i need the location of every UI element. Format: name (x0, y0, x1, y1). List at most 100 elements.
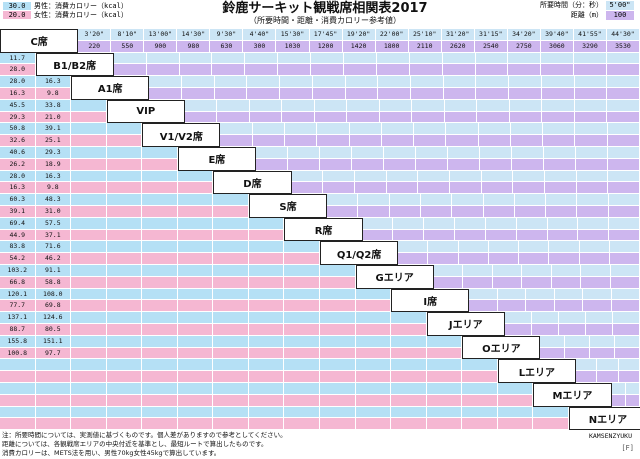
calorie-male-cell: 50.8 (0, 123, 36, 136)
distance-cell (618, 371, 640, 383)
calorie-female-cell (426, 418, 463, 431)
time-cell (320, 147, 352, 159)
calorie-male-cell: 69.4 (0, 217, 36, 230)
calorie-female-cell (320, 324, 356, 336)
calorie-female-cell (177, 229, 214, 242)
calorie-female-cell (248, 347, 285, 360)
time-cell (565, 335, 591, 348)
time-cell (512, 147, 544, 159)
calorie-male-cell (213, 288, 249, 301)
distance-cell (578, 229, 610, 242)
calorie-female-cell (106, 135, 143, 147)
time-cell (455, 217, 486, 230)
time-cell (354, 170, 387, 183)
calorie-female-cell (71, 394, 107, 407)
distance-cell (509, 111, 543, 124)
calorie-female-cell (320, 418, 356, 431)
calorie-male-cell (106, 406, 143, 419)
calorie-female-cell (213, 324, 249, 336)
section-label: VIP (106, 99, 185, 124)
time-cell (249, 99, 283, 112)
calorie-female-cell (71, 111, 107, 124)
distance-cell (443, 88, 477, 100)
time-cell: 4'40" (243, 29, 277, 41)
distance-cell (345, 88, 379, 100)
distance-cell (475, 64, 509, 77)
calorie-female-cell (391, 324, 427, 336)
calorie-male-cell: 137.1 (0, 312, 36, 324)
time-cell (526, 288, 555, 301)
distance-cell (449, 182, 482, 195)
time-cell (483, 194, 515, 206)
calorie-male-cell (71, 147, 107, 159)
distance-cell (607, 64, 640, 77)
time-cell (590, 335, 616, 348)
calorie-male-cell (142, 335, 178, 348)
time-cell (349, 123, 382, 136)
distance-cell: 1420 (342, 40, 376, 53)
footnote-3: 消費カロリーは、METS法を用い、男性70kg女性45kgで算出しています。 (2, 449, 221, 457)
section-label: Mエリア (533, 383, 612, 407)
distance-cell (212, 64, 246, 77)
calorie-male-cell (71, 265, 107, 277)
calorie-female-cell: 58.8 (35, 276, 72, 289)
calorie-male-cell (177, 335, 214, 348)
calorie-female-cell: 9.8 (35, 182, 72, 195)
distance-cell (179, 64, 213, 77)
calorie-male-cell (0, 359, 36, 372)
distance-cell: 630 (210, 40, 244, 53)
calorie-male-cell (213, 335, 249, 348)
distance-cell (492, 276, 523, 289)
distance-cell (583, 300, 612, 313)
calorie-male-cell (284, 383, 320, 395)
section-label: E席 (177, 147, 256, 171)
calorie-male-cell (320, 288, 356, 301)
calorie-female-cell: 28.0 (0, 64, 36, 77)
calorie-male-cell (355, 406, 392, 419)
calorie-male-cell (35, 406, 72, 419)
legend-female-label: 女性：消費カロリー（kcal） (34, 11, 128, 19)
distance-cell (320, 158, 352, 171)
time-cell (252, 123, 285, 136)
calorie-male-cell (106, 359, 143, 372)
time-cell (446, 123, 479, 136)
calorie-female-cell (71, 229, 107, 242)
calorie-female-cell (284, 324, 320, 336)
distance-cell (611, 300, 640, 313)
calorie-male-cell (142, 147, 178, 159)
calorie-female-cell (177, 300, 214, 313)
distance-cell (531, 324, 559, 336)
calorie-female-cell (177, 394, 214, 407)
calorie-female-cell (533, 418, 569, 431)
calorie-male-cell (0, 406, 36, 419)
distance-cell (579, 253, 610, 265)
legend-distance-label: 距離（m） (570, 11, 603, 19)
distance-cell (384, 158, 416, 171)
calorie-female-cell (462, 394, 498, 407)
calorie-female-cell: 16.3 (0, 88, 36, 100)
distance-cell: 2620 (441, 40, 475, 53)
calorie-female-cell: 29.3 (0, 111, 36, 124)
time-cell (585, 312, 613, 324)
calorie-female-cell: 9.8 (35, 88, 72, 100)
time-cell (576, 170, 609, 183)
distance-cell (608, 206, 640, 218)
distance-cell (609, 229, 640, 242)
time-cell (542, 99, 575, 112)
distance-cell (477, 111, 510, 124)
section-label: Oエリア (462, 335, 541, 360)
calorie-male-cell (71, 288, 107, 301)
distance-cell: 300 (243, 40, 277, 53)
calorie-female-cell (248, 418, 285, 431)
time-cell (607, 52, 640, 65)
page-title: 鈴鹿サーキット観戦席相関表2017 (222, 1, 428, 16)
calorie-male-cell (106, 335, 143, 348)
time-cell (449, 170, 482, 183)
calorie-male-cell (320, 312, 356, 324)
time-cell (184, 99, 218, 112)
distance-cell (312, 88, 346, 100)
time-cell (424, 217, 456, 230)
calorie-female-cell (462, 371, 498, 383)
distance-cell (612, 324, 640, 336)
time-cell (514, 194, 547, 206)
